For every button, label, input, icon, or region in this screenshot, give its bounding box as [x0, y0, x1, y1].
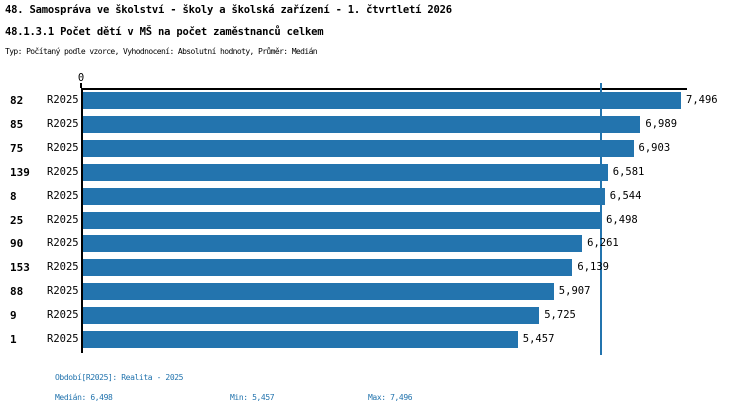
- bar: [83, 140, 634, 157]
- row-id-label: 82: [10, 94, 24, 107]
- bar-value-label: 6,581: [612, 166, 645, 178]
- x-axis-line: [81, 88, 687, 90]
- row-id-label: 88: [10, 285, 24, 298]
- row-period-label: R2025: [47, 333, 79, 345]
- bar: [83, 92, 681, 109]
- bar: [83, 116, 641, 133]
- row-id-label: 90: [10, 237, 24, 250]
- footer-period-legend: Období[R2025]: Realita - 2025: [55, 373, 184, 382]
- footer-min-stat: Min: 5,457: [230, 393, 275, 402]
- row-id-label: 8: [10, 190, 17, 203]
- row-period-label: R2025: [47, 166, 79, 178]
- bar-value-label: 6,498: [606, 214, 638, 226]
- bar-value-label: 6,903: [638, 142, 671, 154]
- row-period-label: R2025: [47, 214, 79, 226]
- footer-max-stat: Max: 7,496: [368, 393, 413, 402]
- row-id-label: 9: [10, 309, 17, 322]
- row-id-label: 25: [10, 214, 24, 227]
- bar-value-label: 6,544: [609, 190, 642, 202]
- row-period-label: R2025: [47, 261, 79, 273]
- row-period-label: R2025: [47, 285, 79, 297]
- bar: [83, 307, 540, 324]
- median-reference-line: [600, 83, 603, 355]
- row-period-label: R2025: [47, 237, 79, 249]
- bar: [83, 235, 583, 252]
- bar: [83, 283, 554, 300]
- bar: [83, 212, 602, 229]
- row-id-label: 75: [10, 142, 24, 155]
- bar-value-label: 6,989: [645, 118, 678, 130]
- row-id-label: 85: [10, 118, 24, 131]
- row-period-label: R2025: [47, 142, 79, 154]
- row-id-label: 1: [10, 333, 17, 346]
- row-period-label: R2025: [47, 118, 79, 130]
- bar-value-label: 5,907: [558, 285, 591, 297]
- report-title-line1: 48. Samospráva ve školství - školy a ško…: [5, 4, 452, 16]
- bar-value-label: 6,139: [577, 261, 609, 273]
- row-id-label: 139: [10, 166, 30, 179]
- report-subtitle: Typ: Počítaný podle vzorce, Vyhodnocení:…: [5, 47, 318, 56]
- bar: [83, 164, 608, 181]
- report-title-line2: 48.1.3.1 Počet dětí v MŠ na počet zaměst…: [5, 26, 324, 38]
- x-axis-zero-tick: [80, 83, 82, 88]
- bar: [83, 188, 605, 205]
- bar-value-label: 5,457: [522, 333, 555, 345]
- y-axis-line: [81, 88, 83, 353]
- bar-value-label: 6,261: [587, 237, 619, 249]
- bar: [83, 331, 518, 348]
- row-id-label: 153: [10, 261, 30, 274]
- footer-median-stat: Medián: 6,498: [55, 393, 113, 402]
- x-axis-zero-tick-label: 0: [77, 72, 85, 84]
- row-period-label: R2025: [47, 309, 79, 321]
- bar-value-label: 5,725: [544, 309, 576, 321]
- row-period-label: R2025: [47, 94, 79, 106]
- row-period-label: R2025: [47, 190, 79, 202]
- bar: [83, 259, 573, 276]
- bar-value-label: 7,496: [686, 94, 718, 106]
